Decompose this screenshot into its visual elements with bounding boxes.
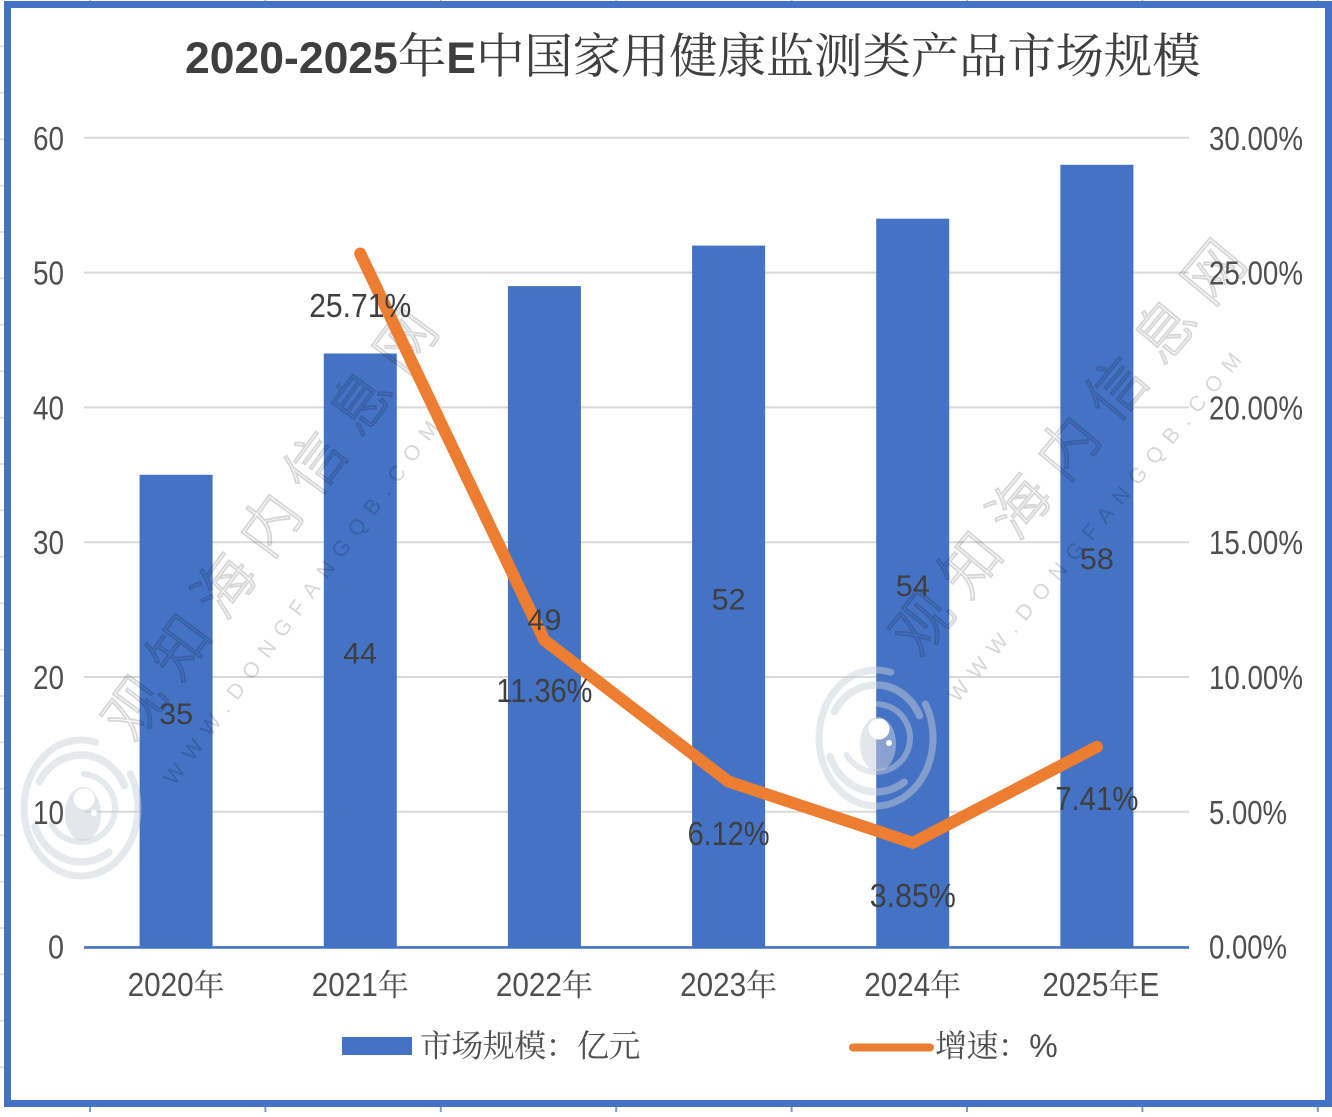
svg-text:11.36%: 11.36%	[496, 672, 592, 709]
svg-text:6.12%: 6.12%	[688, 815, 770, 852]
svg-text:%: %	[1029, 1028, 1057, 1064]
svg-text:54: 54	[896, 570, 930, 603]
svg-text:2020-2025: 2020-2025	[185, 34, 398, 83]
svg-text:2024: 2024	[864, 966, 930, 1003]
svg-text:40: 40	[33, 389, 64, 426]
svg-text:10: 10	[33, 794, 64, 831]
svg-text:30.00%: 30.00%	[1209, 120, 1303, 157]
svg-text:52: 52	[712, 584, 746, 617]
svg-text:2025: 2025	[1042, 966, 1108, 1003]
svg-text:10.00%: 10.00%	[1209, 659, 1303, 696]
svg-text:2022: 2022	[496, 966, 562, 1003]
svg-text:E: E	[1139, 966, 1159, 1003]
svg-text:25.00%: 25.00%	[1209, 255, 1303, 292]
svg-text:20.00%: 20.00%	[1209, 389, 1303, 426]
svg-text:58: 58	[1080, 543, 1114, 576]
svg-text:0.00%: 0.00%	[1209, 929, 1287, 966]
svg-text:50: 50	[33, 255, 64, 292]
svg-text:2021: 2021	[312, 966, 378, 1003]
svg-text:49: 49	[527, 604, 561, 637]
svg-text:35: 35	[159, 698, 193, 731]
svg-text:7.41%: 7.41%	[1055, 780, 1138, 817]
svg-text:15.00%: 15.00%	[1209, 524, 1303, 561]
svg-text:44: 44	[343, 638, 377, 671]
svg-text:60: 60	[33, 120, 64, 157]
svg-text:2023: 2023	[680, 966, 746, 1003]
svg-text:2020: 2020	[128, 966, 194, 1003]
svg-text:3.85%: 3.85%	[870, 877, 956, 914]
svg-text:30: 30	[33, 524, 64, 561]
svg-text:5.00%: 5.00%	[1209, 794, 1287, 831]
svg-text:0: 0	[48, 929, 64, 966]
svg-text:20: 20	[33, 659, 64, 696]
svg-text:E: E	[446, 34, 476, 83]
svg-text:25.71%: 25.71%	[309, 287, 411, 324]
